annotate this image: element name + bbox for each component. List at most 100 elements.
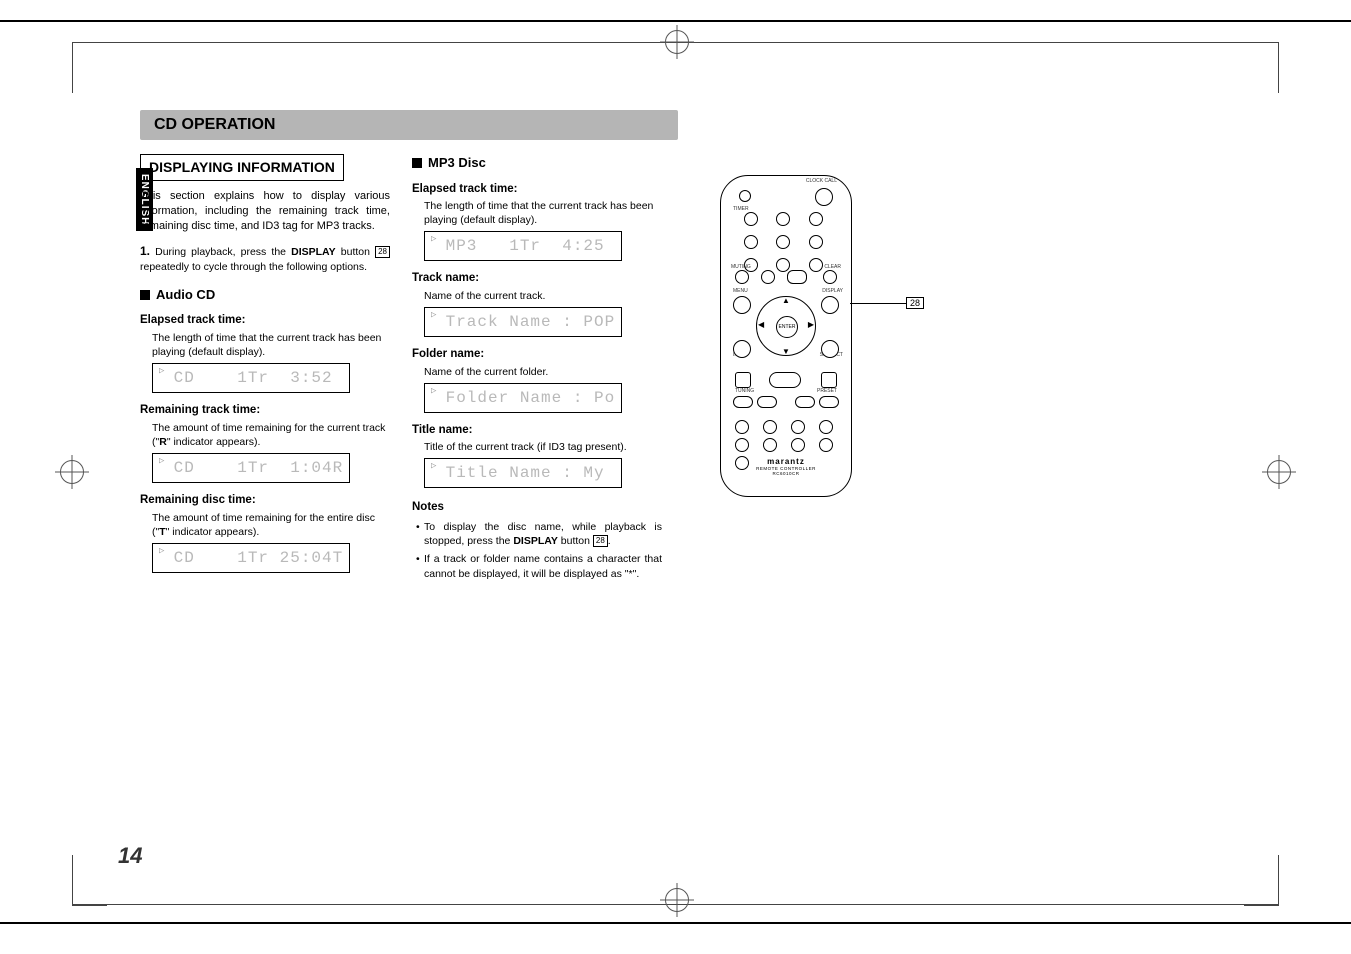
pause-button-icon (821, 372, 837, 388)
prev-button-icon (795, 396, 815, 408)
column-1: DISPLAYING INFORMATION This section expl… (140, 154, 390, 585)
digit-button-icon (809, 212, 823, 226)
next-button-icon (819, 396, 839, 408)
desc-text: " indicator appears). (166, 526, 260, 538)
square-bullet-icon (412, 158, 422, 168)
columns: DISPLAYING INFORMATION This section expl… (140, 154, 1140, 585)
sdb-button-icon (735, 420, 749, 434)
autoscan-button-icon (735, 438, 749, 452)
content-area: CD OPERATION DISPLAYING INFORMATION This… (140, 110, 1140, 585)
lcd-display: Folder Name : Po (424, 383, 622, 413)
button-name: DISPLAY (291, 246, 336, 258)
notes-heading: Notes (412, 500, 662, 516)
step-text: repeatedly to cycle through the followin… (140, 261, 367, 273)
callout-number: 28 (906, 297, 924, 309)
display-button-icon (821, 296, 839, 314)
menu-label: MENU (733, 288, 748, 294)
lcd-text: Folder Name : Po (433, 388, 613, 406)
preset-label: PRESET (817, 388, 837, 394)
digit-button-icon (776, 212, 790, 226)
lcd-display: CD 1Tr 1:04R (152, 453, 350, 483)
mp3-elapsed-label: Elapsed track time: (412, 182, 662, 198)
stop-button-icon (735, 372, 751, 388)
lcd-text: Track Name : POP (433, 312, 613, 330)
remote-diagram: CLOCK CALL TIMER MUTING CLEAR MENU DIS (720, 175, 852, 497)
clock-call-button-icon (815, 188, 833, 206)
clear-label: CLEAR (824, 264, 841, 270)
registration-mark (665, 888, 689, 912)
sub-heading-mp3: MP3 Disc (412, 154, 662, 172)
zero-button-icon (761, 270, 775, 284)
remaining-disc-label: Remaining disc time: (140, 493, 390, 509)
lcd-display: CD 1Tr 3:52 (152, 363, 350, 393)
power-button-icon (739, 190, 751, 202)
numpad (737, 210, 835, 279)
crop-mark (1244, 855, 1279, 906)
ff-button-icon (757, 396, 777, 408)
lcd-display: CD 1Tr 25:04T (152, 543, 350, 573)
pty-button-icon (819, 420, 833, 434)
crop-mark (72, 42, 107, 93)
clear-button-icon (823, 270, 837, 284)
note-text: button (558, 535, 593, 547)
step-list: 1. During playback, press the DISPLAY bu… (140, 243, 390, 273)
note-item: To display the disc name, while playback… (416, 520, 662, 548)
sdirect-button-icon (821, 340, 839, 358)
square-bullet-icon (140, 290, 150, 300)
left-arrow-icon: ◀ (758, 320, 764, 329)
crop-mark (0, 20, 1351, 24)
edit-button-icon (791, 438, 805, 452)
note-text: . (608, 535, 611, 547)
rew-button-icon (733, 396, 753, 408)
step-number: 1. (140, 244, 150, 258)
elapsed-track-desc: The length of time that the current trac… (152, 331, 390, 359)
track-name-desc: Name of the current track. (424, 289, 662, 303)
lcd-text: CD 1Tr 25:04T (161, 548, 341, 566)
mp3-elapsed-desc: The length of time that the current trac… (424, 199, 662, 227)
folder-name-desc: Name of the current folder. (424, 365, 662, 379)
clock-label: CLOCK CALL (806, 178, 837, 184)
boxed-heading: DISPLAYING INFORMATION (140, 154, 344, 181)
mute-button-icon (791, 420, 805, 434)
digit-button-icon (776, 258, 790, 272)
enter-button-icon: ENTER (776, 316, 798, 338)
button-name: DISPLAY (513, 535, 558, 547)
remaining-track-label: Remaining track time: (140, 403, 390, 419)
digit-button-icon (744, 235, 758, 249)
sub-heading-text: Audio CD (156, 286, 215, 304)
registration-mark (1267, 460, 1291, 484)
lcd-display: Track Name : POP (424, 307, 622, 337)
sub-heading-audio-cd: Audio CD (140, 286, 390, 304)
lcd-text: MP3 1Tr 4:25 (433, 236, 613, 254)
step-text: button (336, 246, 375, 258)
desc-text: " indicator appears). (167, 436, 261, 448)
sleep-button-icon (763, 438, 777, 452)
page: ENGLISH CD OPERATION DISPLAYING INFORMAT… (0, 0, 1351, 954)
callout-line (850, 303, 906, 304)
input-button-icon (733, 340, 751, 358)
play-button-icon (769, 372, 801, 388)
lcd-text: Title Name : My (433, 463, 613, 481)
section-title-bar: CD OPERATION (140, 110, 678, 140)
sub-heading-text: MP3 Disc (428, 154, 486, 172)
column-2: MP3 Disc Elapsed track time: The length … (412, 154, 662, 585)
step-1: 1. During playback, press the DISPLAY bu… (140, 243, 390, 273)
tone-button-icon (763, 420, 777, 434)
digit-button-icon (744, 212, 758, 226)
remaining-disc-desc: The amount of time remaining for the ent… (152, 511, 390, 539)
tuning-label: TUNING (735, 388, 754, 394)
remaining-track-desc: The amount of time remaining for the cur… (152, 421, 390, 449)
registration-mark (665, 30, 689, 54)
lcd-display: MP3 1Tr 4:25 (424, 231, 622, 261)
down-arrow-icon: ▼ (782, 347, 790, 356)
notes-list: To display the disc name, while playback… (416, 520, 662, 581)
right-arrow-icon: ▶ (808, 320, 814, 329)
digit-button-icon (809, 258, 823, 272)
button-ref: 28 (375, 246, 390, 258)
note-item: If a track or folder name contains a cha… (416, 552, 662, 580)
digit-button-icon (776, 235, 790, 249)
crop-mark (72, 855, 107, 906)
remote-body: CLOCK CALL TIMER MUTING CLEAR MENU DIS (720, 175, 852, 497)
brand-label: marantz REMOTE CONTROLLER RC6010CR (721, 457, 851, 476)
title-name-label: Title name: (412, 423, 662, 439)
